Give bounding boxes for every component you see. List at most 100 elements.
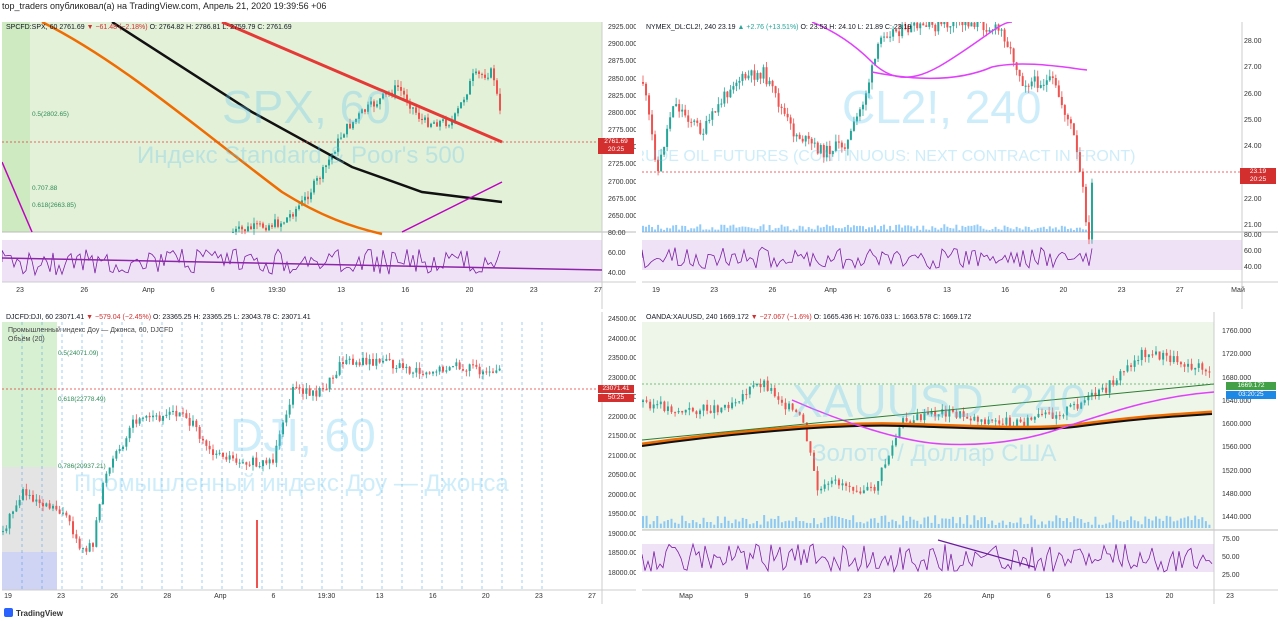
candle-body bbox=[376, 104, 378, 107]
candle-body bbox=[991, 419, 994, 421]
candle-body bbox=[405, 366, 408, 369]
candle-body bbox=[348, 358, 351, 360]
dji-chart-canvas[interactable] bbox=[2, 312, 636, 604]
candle-body bbox=[750, 70, 753, 76]
volume-bar bbox=[766, 521, 769, 528]
candle-body bbox=[964, 22, 967, 26]
candle-body bbox=[195, 420, 198, 428]
volume-bar bbox=[855, 226, 858, 232]
symbol-header[interactable]: DJCFD:DJI, 60 23071.41 ▼ −579.04 (−2.45%… bbox=[6, 314, 311, 321]
trendline-green bbox=[642, 383, 1215, 441]
chart-pane-dji[interactable]: DJCFD:DJI, 60 23071.41 ▼ −579.04 (−2.45%… bbox=[2, 312, 636, 604]
tradingview-logo[interactable]: TradingView bbox=[4, 608, 63, 620]
candle-body bbox=[85, 548, 88, 552]
candle-body bbox=[418, 367, 421, 374]
candle-body bbox=[271, 225, 273, 227]
time-tick: 19 bbox=[652, 287, 660, 294]
volume-bar bbox=[1122, 521, 1125, 528]
volume-bar bbox=[901, 227, 904, 232]
volume-bar bbox=[1055, 515, 1058, 528]
spx-chart-canvas[interactable] bbox=[2, 22, 636, 309]
volume-label[interactable]: Объём (20) bbox=[8, 336, 45, 343]
candle-body bbox=[892, 29, 895, 37]
candle-body bbox=[455, 362, 458, 367]
volume-bar bbox=[1037, 524, 1040, 528]
candle-body bbox=[711, 111, 714, 120]
cl2-candles bbox=[642, 22, 1093, 245]
chart-pane-xauusd[interactable]: OANDA:XAUUSD, 240 1669.172 ▼ −27.067 (−1… bbox=[642, 312, 1278, 604]
candle-body bbox=[1081, 171, 1084, 187]
price-tick: 2825.000 bbox=[608, 92, 636, 100]
symbol-header[interactable]: SPCFD:SPX, 60 2761.69 ▼ −61.48 (−2.18%) … bbox=[6, 24, 292, 31]
candle-body bbox=[292, 387, 294, 405]
candle-body bbox=[687, 115, 690, 122]
candle-body bbox=[870, 486, 872, 488]
candle-body bbox=[780, 106, 783, 108]
candle-body bbox=[937, 22, 940, 32]
price-tick: 2775.000 bbox=[608, 127, 636, 135]
volume-bar bbox=[966, 515, 969, 528]
candle-body bbox=[656, 404, 659, 406]
candle-body bbox=[178, 412, 181, 417]
candle-body bbox=[12, 511, 14, 514]
candle-body bbox=[128, 427, 131, 439]
candle-body bbox=[172, 410, 174, 412]
candle-body bbox=[265, 227, 267, 231]
volume-bar bbox=[1169, 516, 1172, 528]
xau-chart-canvas[interactable] bbox=[642, 312, 1278, 604]
chart-pane-cl2[interactable]: NYMEX_DL:CL2!, 240 23.19 ▲ +2.76 (+13.51… bbox=[642, 22, 1278, 309]
candle-body bbox=[142, 417, 144, 419]
chart-pane-spx[interactable]: SPCFD:SPX, 60 2761.69 ▼ −61.48 (−2.18%) … bbox=[2, 22, 636, 309]
volume-bar bbox=[834, 228, 837, 232]
volume-bar bbox=[948, 518, 951, 528]
candle-body bbox=[493, 68, 495, 81]
ma-magenta-left bbox=[2, 161, 33, 233]
volume-bar bbox=[1072, 229, 1075, 232]
candle-body bbox=[1126, 365, 1129, 372]
volume-bar bbox=[702, 229, 705, 232]
candle-body bbox=[695, 411, 698, 415]
symbol-header[interactable]: OANDA:XAUUSD, 240 1669.172 ▼ −27.067 (−1… bbox=[646, 314, 972, 321]
candle-body bbox=[699, 410, 701, 415]
candle-body bbox=[904, 24, 907, 26]
price-tick: 1720.000 bbox=[1222, 351, 1252, 359]
candle-body bbox=[916, 414, 919, 421]
price-tick: 1640.000 bbox=[1222, 397, 1252, 405]
last-price-badge: 1669.172 bbox=[1226, 382, 1276, 390]
candle-body bbox=[1187, 363, 1190, 367]
candle-body bbox=[38, 499, 41, 504]
candle-body bbox=[75, 534, 78, 539]
candle-body bbox=[58, 509, 61, 514]
candle-body bbox=[1130, 365, 1133, 367]
volume-bar bbox=[660, 228, 663, 232]
cl2-chart-canvas[interactable] bbox=[642, 22, 1278, 309]
volume-bar bbox=[934, 515, 937, 528]
candle-body bbox=[852, 121, 855, 131]
candle-body bbox=[235, 228, 237, 232]
candle-body bbox=[889, 36, 892, 38]
candle-body bbox=[319, 178, 321, 180]
volume-bar bbox=[741, 517, 744, 528]
candle-body bbox=[232, 231, 234, 233]
candle-body bbox=[1054, 78, 1057, 86]
candle-body bbox=[148, 415, 151, 418]
indicator-label[interactable]: Промышленный индекс Доу — Джонса, 60, DJ… bbox=[8, 327, 174, 334]
candle-body bbox=[940, 22, 943, 25]
candle-body bbox=[927, 412, 929, 415]
candle-body bbox=[316, 178, 318, 181]
candle-body bbox=[747, 75, 750, 79]
candle-body bbox=[866, 486, 869, 491]
candle-body bbox=[1001, 423, 1004, 425]
volume-bar bbox=[1009, 228, 1012, 232]
countdown-badge: 03:20:25 bbox=[1226, 391, 1276, 399]
volume-bar bbox=[789, 230, 792, 232]
candle-body bbox=[1048, 76, 1051, 81]
volume-bar bbox=[868, 227, 870, 232]
volume-bar bbox=[702, 517, 705, 528]
candle-body bbox=[720, 103, 723, 105]
symbol-header[interactable]: NYMEX_DL:CL2!, 240 23.19 ▲ +2.76 (+13.51… bbox=[646, 24, 912, 31]
candle-body bbox=[422, 373, 424, 375]
candle-body bbox=[663, 146, 666, 155]
candle-body bbox=[498, 368, 501, 371]
volume-bar bbox=[675, 224, 678, 232]
